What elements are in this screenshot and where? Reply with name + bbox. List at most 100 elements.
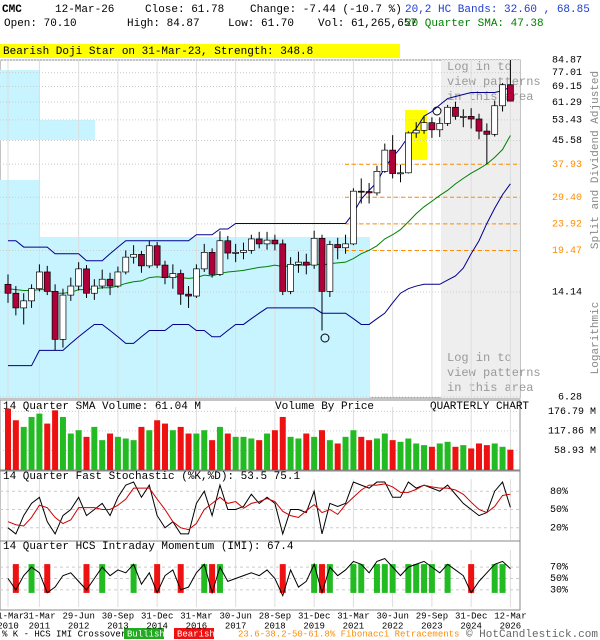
candle-body xyxy=(145,245,153,267)
y-tick-label: 53.43 xyxy=(552,116,582,127)
vbp-label: Volume By Price xyxy=(275,401,374,413)
imi-bar xyxy=(326,564,333,593)
candle-body xyxy=(193,268,200,297)
candle-body xyxy=(412,129,420,134)
volume-bar xyxy=(279,416,286,470)
candle-body xyxy=(436,123,444,131)
volume-bar xyxy=(154,420,161,470)
candle-body xyxy=(295,261,302,265)
candle-body xyxy=(98,278,106,287)
volume-bar xyxy=(421,445,428,470)
volume-bar xyxy=(334,443,341,470)
imi-bar xyxy=(389,564,396,593)
volume-bar xyxy=(201,430,208,470)
y-tick-label: 70% xyxy=(550,563,568,574)
volume-bar xyxy=(389,440,396,470)
overlay-line xyxy=(8,86,511,262)
candle-body xyxy=(255,238,263,245)
candle-body xyxy=(389,149,396,174)
volume-bar xyxy=(405,438,412,470)
candle-body xyxy=(420,122,428,131)
candle-body xyxy=(444,106,451,124)
y-tick-label: 50% xyxy=(550,574,568,585)
x-tick-label: 31-Mar xyxy=(0,611,24,621)
volume-bar xyxy=(256,440,263,470)
stochastic-panel xyxy=(0,470,521,542)
candle-body xyxy=(51,291,59,340)
candle-body xyxy=(75,268,83,287)
x-tick-label: 2021 xyxy=(343,621,365,631)
volume-bar xyxy=(177,426,184,470)
imi-bar xyxy=(373,564,380,593)
candle-body xyxy=(20,300,28,309)
imi-bar xyxy=(468,564,475,593)
overlay-line xyxy=(8,183,511,367)
candle-body xyxy=(405,132,412,174)
volume-by-price xyxy=(0,70,40,120)
y-tick-label: 77.01 xyxy=(552,68,582,79)
volume-bar xyxy=(5,408,11,470)
candle-body xyxy=(452,106,459,117)
volume-bar xyxy=(287,436,294,470)
candle-body xyxy=(491,105,499,135)
imi-bar xyxy=(44,564,51,593)
candle-body xyxy=(373,171,381,194)
date: 12-Mar-26 xyxy=(55,4,114,16)
volume-bar xyxy=(185,433,192,470)
high: High: 84.87 xyxy=(127,18,200,30)
candle-body xyxy=(271,239,279,245)
volume-by-price xyxy=(0,120,95,140)
volume-title: 14 Quarter SMA Volume: 61.04 M xyxy=(3,401,201,413)
annotation: in this area xyxy=(447,381,533,395)
y-tick-label: 50% xyxy=(550,505,568,516)
candle-body xyxy=(28,288,35,302)
x-tick-label: 30-Jun xyxy=(376,611,408,621)
bullish-label: Bullish xyxy=(127,629,165,639)
volume-bar xyxy=(83,436,90,470)
volume-bar xyxy=(295,438,302,470)
volume-bar xyxy=(373,438,380,470)
candle-body xyxy=(365,191,373,194)
imi-bar xyxy=(12,564,19,593)
x-tick-label: 29-Sep xyxy=(416,611,448,621)
volume-bar xyxy=(169,430,176,470)
candle-body xyxy=(67,285,75,296)
imi-bar xyxy=(319,564,325,593)
pattern-banner xyxy=(0,44,400,58)
candle-body xyxy=(224,240,232,254)
y-tick-label: 19.47 xyxy=(552,246,582,257)
volume-bar xyxy=(460,445,467,470)
candle-body xyxy=(4,283,12,294)
period-label: QUARTERLY CHART xyxy=(430,401,529,413)
change: Change: -7.44 (-10.7 %) xyxy=(250,4,402,16)
x-tick-label: 2016 xyxy=(186,621,208,631)
volume-bar xyxy=(366,440,373,470)
candle-body xyxy=(350,190,357,245)
bullish-box xyxy=(124,628,164,639)
candle-body xyxy=(36,271,43,290)
volume-bar xyxy=(138,426,145,470)
candle-body xyxy=(12,292,20,309)
y-tick-label: 45.58 xyxy=(552,136,582,147)
x-tick-label: 30-Jun xyxy=(219,611,251,621)
candle-body xyxy=(357,190,365,193)
footer-legend: % K - HCS IMI Crossover, xyxy=(2,629,132,639)
y-tick-label: 58.93 M xyxy=(554,446,596,457)
imi-bar xyxy=(279,564,286,593)
volume-bar xyxy=(216,426,223,470)
volume-bar xyxy=(264,433,271,470)
x-tick-label: 31-Mar xyxy=(180,611,212,621)
volume-bar xyxy=(381,433,388,470)
candle-body xyxy=(153,245,161,266)
candle-body xyxy=(318,237,326,292)
y-tick-label: 30% xyxy=(550,586,568,597)
volume-bar xyxy=(114,436,121,470)
imi-bar xyxy=(311,564,318,593)
series-line xyxy=(7,483,511,531)
volume-bar xyxy=(507,449,514,470)
volume: Vol: 61,265,657 xyxy=(318,18,417,30)
candle-body xyxy=(279,243,287,292)
imi-bar xyxy=(421,564,428,593)
candle-body xyxy=(177,273,185,295)
y-tick-label: 176.79 M xyxy=(548,407,596,418)
